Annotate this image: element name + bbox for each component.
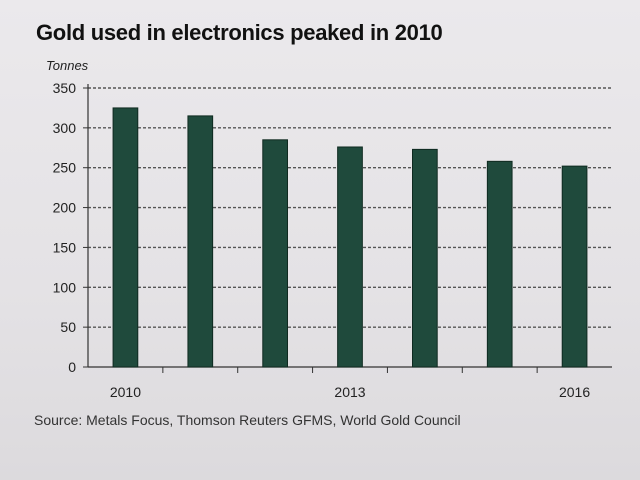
bar-2013 xyxy=(337,146,363,368)
source-note: Source: Metals Focus, Thomson Reuters GF… xyxy=(34,412,461,428)
y-tick-label: 250 xyxy=(53,160,77,176)
bar-2014 xyxy=(412,148,438,368)
y-axis-unit-label: Tonnes xyxy=(46,58,89,73)
y-tick-label: 0 xyxy=(68,359,76,375)
bar-2015 xyxy=(486,160,513,368)
x-tick-label-2010: 2010 xyxy=(110,384,141,400)
y-tick-label: 150 xyxy=(53,239,77,255)
y-tick-label: 200 xyxy=(53,200,77,216)
bar-2011 xyxy=(187,115,214,368)
y-tick-label: 300 xyxy=(53,120,77,136)
bar-2010 xyxy=(112,107,139,368)
y-tick-label: 350 xyxy=(53,80,77,96)
x-tick-label-2016: 2016 xyxy=(559,384,590,400)
y-tick-label: 50 xyxy=(60,319,76,335)
y-tick-label: 100 xyxy=(53,279,77,295)
chart-title: Gold used in electronics peaked in 2010 xyxy=(36,20,443,45)
bar-2012 xyxy=(262,139,288,368)
x-tick-label-2013: 2013 xyxy=(334,384,365,400)
bar-2016 xyxy=(561,165,588,368)
